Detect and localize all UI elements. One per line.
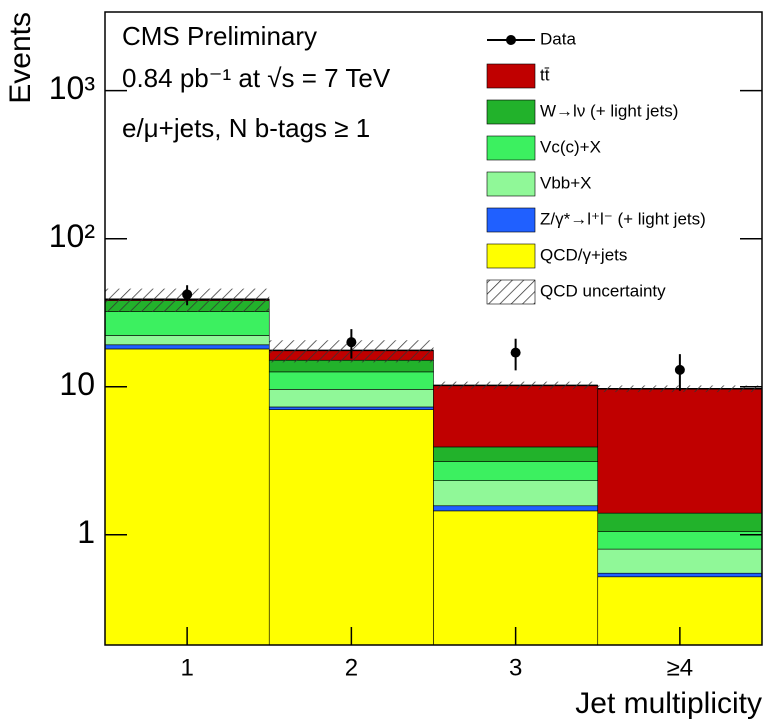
- data-point: [346, 337, 357, 348]
- legend-label: W→lν (+ light jets): [540, 101, 678, 120]
- plot-frame: [104, 11, 763, 646]
- legend-label: Vc(c)+X: [540, 137, 601, 156]
- uncertainty-band: [433, 381, 598, 390]
- bar-segment: [104, 348, 270, 646]
- x-tick-label: ≥4: [667, 654, 694, 681]
- legend-swatch: [486, 135, 536, 161]
- legend-swatch: [486, 279, 536, 305]
- bar-segment: [433, 480, 599, 507]
- legend-label: Vbb+X: [540, 173, 592, 192]
- bar-segment: [597, 512, 763, 532]
- legend-swatch: [486, 171, 536, 197]
- legend-swatch: [486, 99, 536, 125]
- legend-label: tt̄: [540, 65, 550, 84]
- y-tick-label: 1: [77, 514, 95, 550]
- legend-label: Data: [540, 29, 576, 48]
- legend-swatch: [506, 35, 516, 45]
- x-axis-label: Jet multiplicity: [575, 687, 762, 720]
- y-tick-label: 10²: [49, 218, 96, 254]
- legend-swatch: [486, 63, 536, 89]
- bar-segment: [104, 335, 270, 346]
- data-point: [182, 289, 193, 300]
- y-tick-label: 10³: [49, 70, 96, 106]
- x-tick-label: 1: [180, 654, 193, 681]
- annotation: CMS Preliminary: [122, 21, 317, 51]
- legend-label: QCD/γ+jets: [540, 245, 627, 264]
- bar-segment: [597, 388, 763, 514]
- legend-swatch: [486, 207, 536, 233]
- bar-segment: [268, 371, 434, 390]
- bar-segment: [597, 531, 763, 550]
- bar-segment: [433, 461, 599, 481]
- bar-segment: [268, 389, 434, 408]
- legend-label: QCD uncertainty: [540, 281, 666, 300]
- legend-label: Z/γ*→l⁺l⁻ (+ light jets): [540, 209, 706, 228]
- bar-segment: [433, 385, 599, 448]
- x-tick-label: 3: [509, 654, 522, 681]
- bar-segment: [597, 548, 763, 574]
- bar-segment: [104, 311, 270, 336]
- bar-segment: [433, 510, 599, 646]
- y-tick-label: 10: [59, 366, 95, 402]
- bar-segment: [268, 409, 434, 646]
- data-point: [674, 364, 685, 375]
- y-axis-label: Events: [4, 12, 37, 104]
- bar-segment: [433, 446, 599, 462]
- annotation: e/μ+jets, N b-tags ≥ 1: [122, 113, 370, 143]
- bar-segment: [104, 344, 270, 350]
- annotation: 0.84 pb⁻¹ at √s = 7 TeV: [122, 63, 391, 93]
- bar-segment: [597, 572, 763, 578]
- bar-segment: [433, 505, 599, 512]
- legend-swatch: [486, 243, 536, 269]
- bar-segment: [268, 406, 434, 410]
- data-point: [510, 347, 521, 358]
- x-tick-label: 2: [345, 654, 358, 681]
